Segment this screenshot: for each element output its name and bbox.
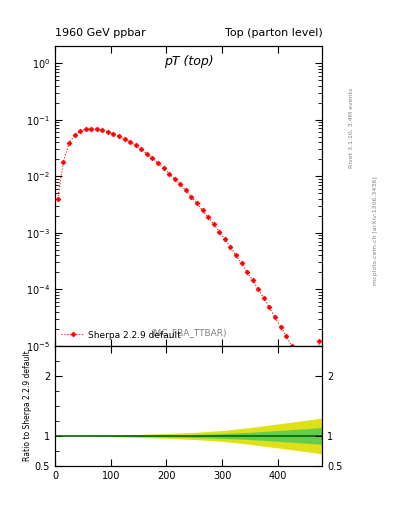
Sherpa 2.2.9 default — [61, 159, 66, 165]
Sherpa 2.2.9 default — [267, 304, 272, 310]
Sherpa 2.2.9 default — [122, 136, 127, 142]
Text: 1960 GeV ppbar: 1960 GeV ppbar — [55, 28, 146, 38]
Sherpa 2.2.9 default — [178, 181, 183, 187]
Sherpa 2.2.9 default — [284, 333, 288, 339]
Sherpa 2.2.9 default — [233, 252, 238, 259]
Sherpa 2.2.9 default — [83, 126, 88, 132]
Sherpa 2.2.9 default — [195, 200, 199, 206]
Sherpa 2.2.9 default — [184, 187, 188, 194]
Sherpa 2.2.9 default — [239, 260, 244, 266]
Sherpa 2.2.9 default — [217, 228, 222, 234]
Sherpa 2.2.9 default — [94, 126, 99, 132]
Sherpa 2.2.9 default — [206, 214, 211, 220]
Sherpa 2.2.9 default — [78, 128, 83, 134]
Sherpa 2.2.9 default — [200, 207, 205, 214]
Sherpa 2.2.9 default — [273, 314, 277, 321]
Sherpa 2.2.9 default — [117, 133, 121, 139]
Sherpa 2.2.9 default — [111, 131, 116, 137]
Sherpa 2.2.9 default — [173, 176, 177, 182]
Sherpa 2.2.9 default — [222, 236, 227, 242]
Sherpa 2.2.9 default — [145, 151, 149, 157]
Sherpa 2.2.9 default — [133, 142, 138, 148]
Sherpa 2.2.9 default — [150, 155, 155, 161]
Sherpa 2.2.9 default — [312, 383, 316, 390]
Sherpa 2.2.9 default — [189, 194, 194, 200]
Sherpa 2.2.9 default — [72, 132, 77, 138]
Sherpa 2.2.9 default — [139, 146, 144, 153]
Sherpa 2.2.9 default — [306, 372, 311, 378]
Line: Sherpa 2.2.9 default: Sherpa 2.2.9 default — [56, 127, 321, 389]
Sherpa 2.2.9 default — [161, 165, 166, 171]
Sherpa 2.2.9 default — [100, 127, 105, 133]
Sherpa 2.2.9 default — [156, 160, 160, 166]
Text: pT (top): pT (top) — [164, 55, 213, 68]
Sherpa 2.2.9 default — [211, 221, 216, 227]
Sherpa 2.2.9 default — [250, 277, 255, 283]
Sherpa 2.2.9 default — [228, 244, 233, 250]
Sherpa 2.2.9 default — [295, 352, 299, 358]
Text: Top (parton level): Top (parton level) — [224, 28, 322, 38]
Sherpa 2.2.9 default — [106, 129, 110, 135]
Sherpa 2.2.9 default — [278, 324, 283, 330]
Sherpa 2.2.9 default — [128, 139, 132, 145]
Sherpa 2.2.9 default — [245, 269, 250, 275]
Text: (MC_FBA_TTBAR): (MC_FBA_TTBAR) — [151, 328, 227, 337]
Sherpa 2.2.9 default — [317, 338, 322, 345]
Sherpa 2.2.9 default — [66, 140, 71, 146]
Sherpa 2.2.9 default — [89, 126, 94, 132]
Sherpa 2.2.9 default — [261, 295, 266, 301]
Sherpa 2.2.9 default — [256, 286, 261, 292]
Sherpa 2.2.9 default — [289, 343, 294, 349]
Legend: Sherpa 2.2.9 default: Sherpa 2.2.9 default — [59, 329, 182, 342]
Sherpa 2.2.9 default — [167, 171, 171, 177]
Text: Rivet 3.1.10, 3.4M events: Rivet 3.1.10, 3.4M events — [349, 88, 354, 168]
Sherpa 2.2.9 default — [300, 362, 305, 369]
Y-axis label: Ratio to Sherpa 2.2.9 default: Ratio to Sherpa 2.2.9 default — [23, 351, 32, 461]
Text: mcplots.cern.ch [arXiv:1306.3436]: mcplots.cern.ch [arXiv:1306.3436] — [373, 176, 378, 285]
Sherpa 2.2.9 default — [55, 196, 60, 202]
